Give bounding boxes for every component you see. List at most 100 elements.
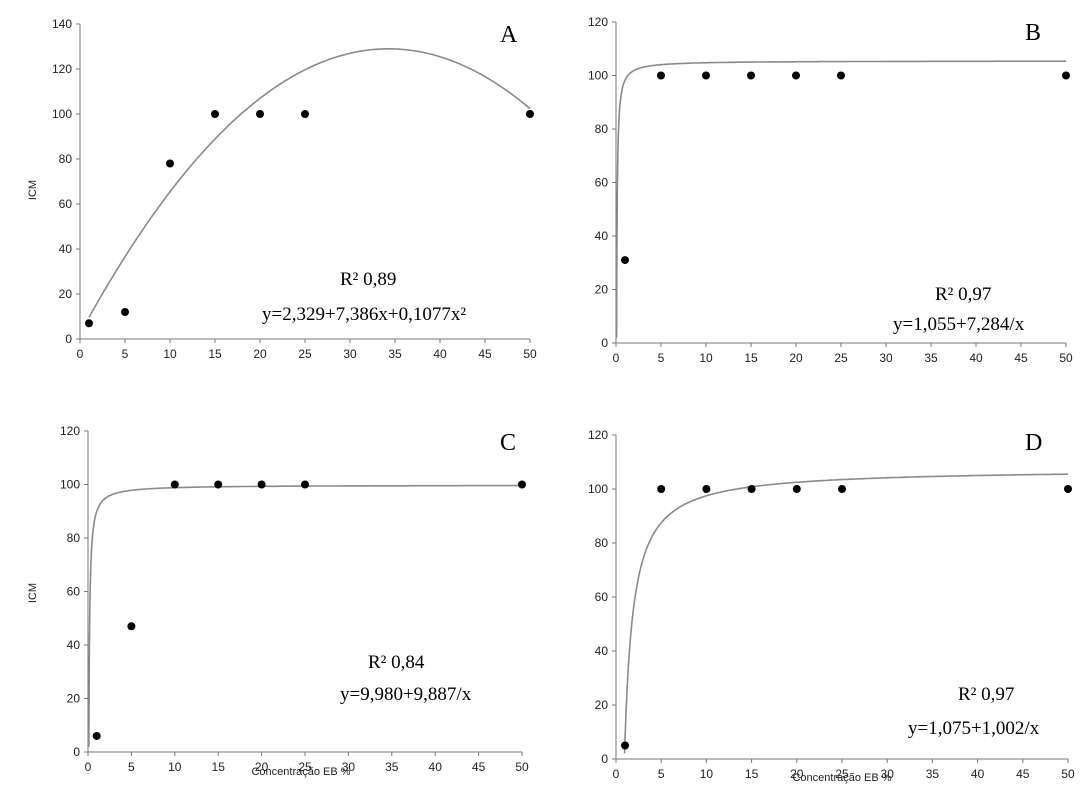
- panel-b-x-tick-label: 30: [879, 351, 893, 365]
- panel-d-y-tick-label: 0: [601, 752, 608, 766]
- panel-b-equation: y=1,055+7,284/x: [893, 314, 1025, 335]
- panel-d-equation: y=1,075+1,002/x: [908, 718, 1040, 739]
- panel-d-x-tick-label: 15: [745, 767, 759, 781]
- panel-c-points: [92, 480, 526, 740]
- panel-c-x-tick-label: 40: [429, 760, 443, 774]
- panel-c-y-tick-label: 40: [67, 638, 81, 652]
- panel-a-x-tick-label: 35: [388, 347, 402, 361]
- panel-d-fit-curve: [623, 473, 1068, 754]
- panel-c-x-tick-label: 30: [342, 760, 356, 774]
- panel-c-x-tick-label: 0: [85, 760, 92, 774]
- panel-c: 0 20 40 60 80 100 120 0 5 10 15 20 25 30 35 40 45 50 C R²…: [27, 424, 529, 778]
- panel-c-y-tick-label: 60: [67, 585, 81, 599]
- panel-c-data-point: [127, 622, 136, 631]
- panel-a-x-tick-label: 25: [298, 347, 312, 361]
- panel-b-x-tick-label: 20: [789, 351, 803, 365]
- panel-b-letter: B: [1025, 20, 1041, 46]
- panel-c-y-tick-label: 100: [60, 478, 80, 492]
- panel-b-y-tick-label: 80: [595, 122, 609, 136]
- panel-b-data-point: [747, 71, 755, 80]
- panel-c-x-tick-label: 15: [212, 760, 226, 774]
- panel-b-data-point: [702, 71, 710, 80]
- panel-d: 0 20 40 60 80 100 120 0 5 10 15 20 25 30 35 40 45 50 D R²…: [588, 428, 1075, 784]
- panel-c-xlabel: Concentração EB %: [251, 766, 350, 778]
- panel-b-x-tick-label: 10: [699, 351, 713, 365]
- panel-b-y-tick-label: 20: [595, 283, 609, 297]
- panel-a-x-tick-label: 0: [77, 347, 84, 361]
- panel-c-data-point: [257, 480, 266, 489]
- panel-c-x-tick-label: 35: [385, 760, 399, 774]
- panel-c-data-point: [214, 480, 223, 489]
- panel-a-data-point: [301, 110, 309, 118]
- panel-c-data-point: [518, 480, 526, 489]
- panel-c-x-tick-label: 20: [255, 760, 269, 774]
- panel-d-data-point: [702, 485, 711, 493]
- panel-d-x-tick-label: 45: [1016, 767, 1030, 781]
- panel-a-y-tick-label: 100: [52, 107, 72, 121]
- panel-d-x-tick-label: 10: [700, 767, 714, 781]
- panel-d-x-tick-label: 40: [971, 767, 985, 781]
- panel-d-x-tick-label: 5: [658, 767, 665, 781]
- panel-b-x-tick-label: 5: [658, 351, 665, 365]
- panel-a-y-tick-label: 60: [59, 197, 73, 211]
- panel-c-x-tick-label: 45: [472, 760, 486, 774]
- panel-b-data-point: [1062, 71, 1070, 80]
- panel-b-points: [621, 71, 1070, 265]
- panel-c-y-tick-label: 20: [67, 692, 81, 706]
- panel-a-x-tick-label: 45: [478, 347, 492, 361]
- panel-c-fit-curve: [88, 484, 522, 747]
- panel-a-x-tick-label: 10: [163, 347, 177, 361]
- panel-d-y-tick-label: 40: [595, 644, 609, 658]
- panel-d-y-tick-label: 20: [595, 698, 609, 712]
- panel-b-x-tick-label: 15: [744, 351, 758, 365]
- panel-b: 0 20 40 60 80 100 120 0 5 10 15 20 25 30 35 40 45 50 B R²…: [588, 15, 1073, 365]
- panel-d-points: [621, 485, 1072, 750]
- panel-a-y-tick-label: 40: [59, 242, 73, 256]
- panel-c-equation: y=9,980+9,887/x: [340, 684, 472, 705]
- panel-a-data-point: [526, 110, 534, 118]
- panel-d-x-tick-label: 20: [790, 767, 804, 781]
- panel-a-x-tick-label: 30: [343, 347, 357, 361]
- panel-d-y-tick-label: 100: [588, 482, 608, 496]
- panel-a-data-point: [256, 110, 264, 118]
- panel-c-axes: 0 20 40 60 80 100 120 0 5 10 15 20 25 30 35 40 45 50: [60, 424, 529, 774]
- panel-b-x-tick-label: 35: [924, 351, 938, 365]
- panel-b-y-tick-label: 120: [588, 15, 608, 29]
- panel-a-data-point: [211, 110, 219, 118]
- panel-b-x-tick-label: 0: [613, 351, 620, 365]
- panel-d-x-tick-label: 0: [613, 767, 620, 781]
- panel-a-y-tick-label: 20: [59, 287, 73, 301]
- panel-a-x-tick-label: 40: [433, 347, 447, 361]
- panel-d-data-point: [747, 485, 756, 493]
- panel-d-data-point: [792, 485, 801, 493]
- panel-c-y-tick-label: 80: [67, 531, 81, 545]
- panel-c-x-tick-label: 50: [515, 760, 529, 774]
- panel-b-x-tick-label: 45: [1014, 351, 1028, 365]
- panel-b-axes: 0 20 40 60 80 100 120 0 5 10 15 20 25 30 35 40 45 50: [588, 15, 1073, 365]
- panel-d-letter: D: [1025, 430, 1042, 456]
- panel-d-data-point: [657, 485, 666, 493]
- panel-d-x-tick-label: 50: [1061, 767, 1075, 781]
- panel-b-y-tick-label: 100: [588, 69, 608, 83]
- panel-b-y-tick-label: 0: [601, 336, 608, 350]
- panel-d-y-tick-label: 120: [588, 428, 608, 442]
- panel-a-data-point: [85, 319, 93, 328]
- panel-a-y-tick-label: 80: [59, 152, 73, 166]
- panel-d-xlabel: Concentração EB %: [792, 772, 891, 784]
- panel-a-x-tick-label: 50: [523, 347, 537, 361]
- panel-b-y-tick-label: 60: [595, 176, 609, 190]
- panel-d-x-tick-label: 30: [881, 767, 895, 781]
- panel-c-x-tick-label: 5: [128, 760, 135, 774]
- panel-a-y-tick-label: 140: [52, 17, 72, 31]
- panel-a-data-point: [121, 308, 129, 316]
- panel-b-data-point: [837, 71, 845, 80]
- panel-c-x-tick-label: 25: [298, 760, 312, 774]
- panel-a-axes: 0 20 40 60 80 100 120 140 0 5 10 15 20 25 30 35 40 45 50: [52, 17, 537, 361]
- panel-d-r2: R² 0,97: [958, 684, 1014, 705]
- panel-a-equation: y=2,329+7,386x+0,1077x²: [262, 304, 466, 325]
- panel-c-letter: C: [500, 430, 516, 456]
- panel-c-y-tick-label: 120: [60, 424, 80, 438]
- panel-b-y-tick-label: 40: [595, 229, 609, 243]
- panel-d-data-point: [1064, 485, 1072, 493]
- panel-a-x-tick-label: 20: [253, 347, 267, 361]
